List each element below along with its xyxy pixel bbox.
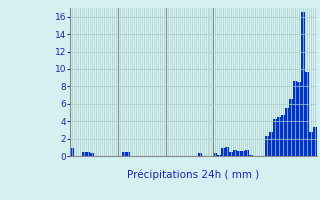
Bar — [122, 152, 126, 156]
Bar — [297, 82, 301, 156]
Bar — [245, 150, 249, 156]
Bar — [305, 72, 309, 156]
Bar — [273, 119, 277, 156]
Bar — [309, 132, 313, 156]
Bar — [285, 108, 289, 156]
Bar — [277, 117, 281, 156]
Bar — [269, 132, 273, 156]
Bar — [213, 153, 218, 156]
Bar — [249, 155, 253, 156]
Bar — [86, 152, 90, 156]
Bar — [221, 148, 225, 156]
Bar — [237, 151, 241, 156]
Bar — [225, 147, 229, 156]
Bar — [281, 115, 285, 156]
Bar — [301, 12, 305, 156]
Bar — [229, 152, 233, 156]
Bar — [126, 152, 130, 156]
Bar — [233, 150, 237, 156]
Bar — [265, 136, 269, 156]
Bar — [90, 153, 94, 156]
Bar — [218, 155, 221, 156]
Bar — [289, 99, 293, 156]
Bar — [197, 153, 202, 156]
Bar — [313, 127, 317, 156]
Bar — [293, 81, 297, 156]
Bar — [70, 148, 74, 156]
Bar — [82, 152, 86, 156]
X-axis label: Précipitations 24h ( mm ): Précipitations 24h ( mm ) — [127, 170, 260, 180]
Bar — [241, 151, 245, 156]
